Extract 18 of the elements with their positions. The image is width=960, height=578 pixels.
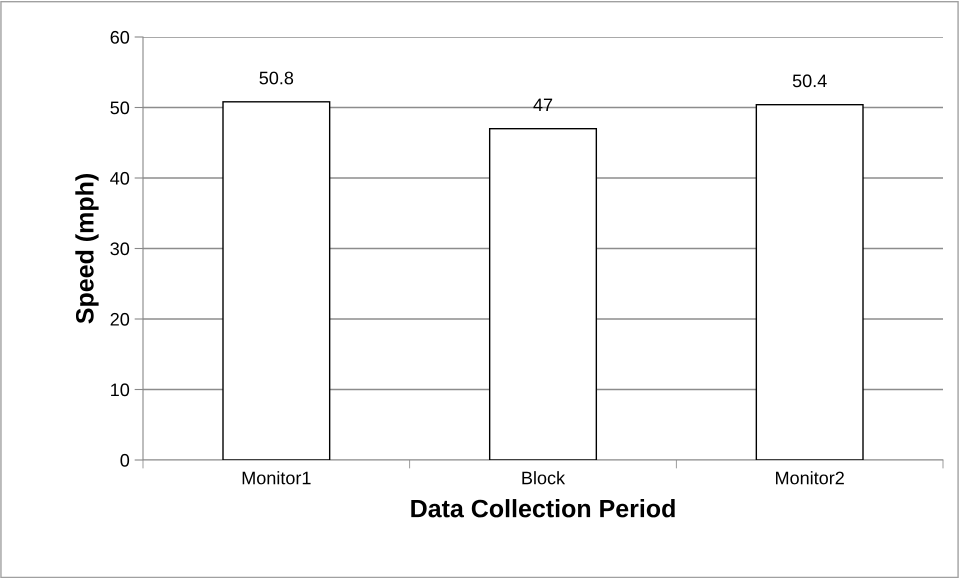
y-tick-label: 40 xyxy=(110,172,130,185)
y-tick-label: 20 xyxy=(110,312,130,326)
y-tick-label: 50 xyxy=(110,101,130,114)
x-tick-label: Monitor1 xyxy=(242,471,311,484)
y-tick-label: 30 xyxy=(110,242,130,256)
x-tick-label: Block xyxy=(522,471,566,484)
y-tick-label: 0 xyxy=(120,454,130,467)
y-axis-title: Speed (mph) xyxy=(75,174,99,324)
bar xyxy=(222,101,330,460)
data-label: 50.4 xyxy=(792,74,827,88)
data-label: 50.8 xyxy=(259,72,294,84)
x-axis-title: Data Collection Period xyxy=(411,499,675,518)
y-tick-label: 10 xyxy=(111,383,130,396)
bar xyxy=(488,128,598,460)
x-tick-label: Monitor2 xyxy=(776,471,844,484)
bar xyxy=(756,104,864,460)
data-label: 47 xyxy=(533,98,552,112)
y-tick-label: 60 xyxy=(110,30,130,44)
